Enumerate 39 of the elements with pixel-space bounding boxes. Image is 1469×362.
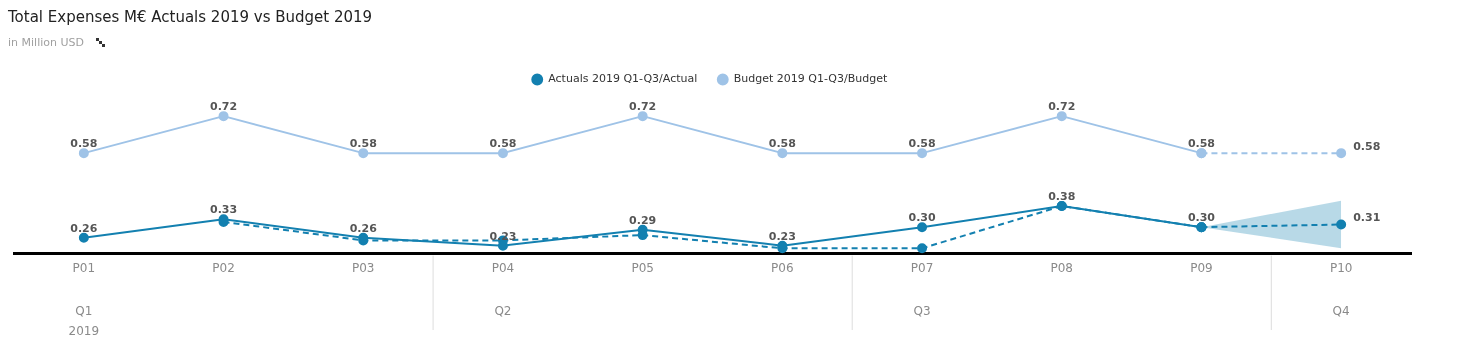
data-label: 0.58 bbox=[1353, 140, 1381, 154]
data-label: 0.58 bbox=[908, 137, 936, 151]
x-tick-label: P02 bbox=[212, 260, 235, 275]
legend-label: Actuals 2019 Q1-Q3/Actual bbox=[548, 72, 698, 86]
x-tick-label: P07 bbox=[910, 260, 934, 275]
data-label: 0.31 bbox=[1353, 211, 1381, 225]
data-label: 0.72 bbox=[1048, 100, 1076, 114]
x-tick-label: P01 bbox=[72, 260, 96, 275]
data-label: 0.72 bbox=[209, 100, 238, 114]
data-label: 0.58 bbox=[1187, 137, 1216, 151]
text: Q2 bbox=[494, 304, 512, 319]
data-label: 0.23 bbox=[768, 229, 796, 243]
chart-title: Total Expenses M€ Actuals 2019 vs Budget 2019 bbox=[8, 8, 374, 26]
data-label: 0.58 bbox=[70, 137, 98, 151]
x-tick-label: P09 bbox=[1190, 260, 1213, 275]
chart-subtitle: in Million USD bbox=[8, 35, 84, 49]
x-tick-label: P05 bbox=[631, 260, 654, 275]
x-tick-label: P04 bbox=[491, 260, 515, 275]
legend-label: Budget 2019 Q1-Q3/Budget bbox=[733, 72, 888, 86]
data-label: 0.26 bbox=[70, 221, 98, 235]
text: Q3 bbox=[913, 304, 931, 319]
text: Q4 bbox=[1332, 304, 1350, 319]
x-tick-label: P06 bbox=[771, 260, 794, 275]
data-label: 0.38 bbox=[1048, 189, 1076, 203]
data-label: 0.58 bbox=[489, 137, 517, 151]
text: Q1 bbox=[75, 304, 93, 319]
data-label: 0.33 bbox=[209, 203, 238, 217]
x-tick-label: P03 bbox=[351, 260, 375, 275]
text: 2019 bbox=[68, 324, 100, 339]
data-label: 0.58 bbox=[349, 137, 377, 151]
data-label: 0.26 bbox=[349, 221, 378, 235]
data-label: 0.29 bbox=[629, 213, 657, 227]
x-tick-label: P10 bbox=[1329, 260, 1353, 275]
data-label: 0.30 bbox=[908, 211, 936, 225]
data-label: 0.58 bbox=[768, 137, 796, 151]
data-label: 0.72 bbox=[629, 100, 657, 114]
x-tick-label: P08 bbox=[1050, 260, 1074, 275]
data-label: 0.23 bbox=[489, 229, 517, 243]
data-label: 0.30 bbox=[1187, 211, 1216, 225]
